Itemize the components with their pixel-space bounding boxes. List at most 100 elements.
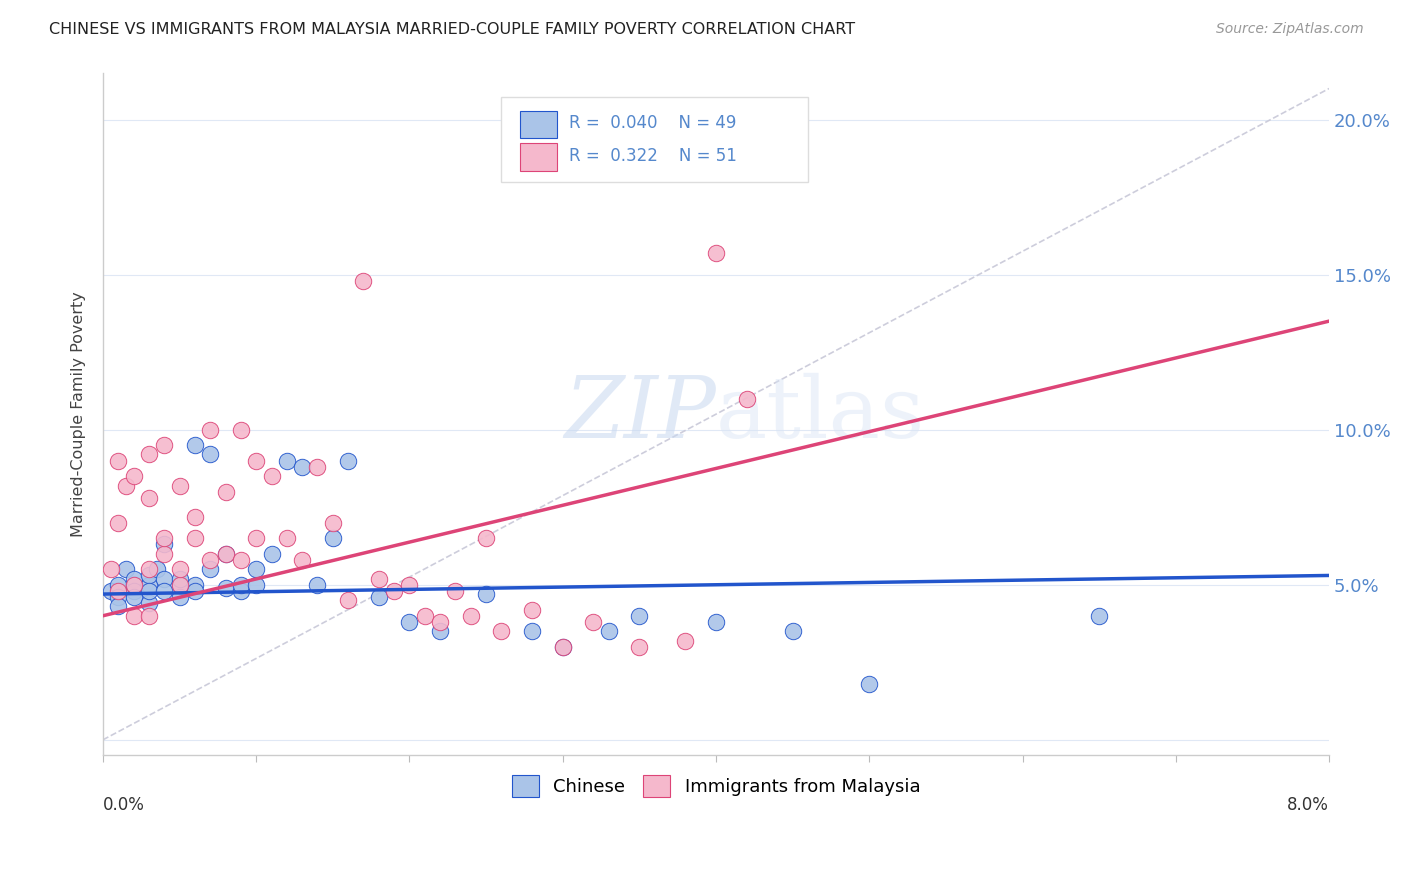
Text: Source: ZipAtlas.com: Source: ZipAtlas.com — [1216, 22, 1364, 37]
Point — [214, 547, 236, 561]
Point — [382, 584, 405, 599]
Point — [291, 553, 314, 567]
Text: ZIP: ZIP — [564, 373, 716, 456]
Point — [184, 584, 207, 599]
Point — [291, 459, 314, 474]
Text: R =  0.040    N = 49: R = 0.040 N = 49 — [569, 114, 737, 132]
Point — [858, 677, 880, 691]
Point — [122, 608, 145, 623]
Point — [184, 531, 207, 545]
Text: R =  0.322    N = 51: R = 0.322 N = 51 — [569, 146, 737, 164]
Point — [260, 469, 283, 483]
Point — [245, 453, 267, 467]
Point — [260, 547, 283, 561]
Point — [153, 572, 176, 586]
Point — [200, 562, 222, 576]
Bar — [520, 144, 557, 170]
Point — [100, 584, 122, 599]
Point — [229, 423, 252, 437]
Point — [122, 469, 145, 483]
Text: 8.0%: 8.0% — [1288, 797, 1329, 814]
Point — [475, 587, 498, 601]
Point — [367, 572, 389, 586]
Point — [229, 584, 252, 599]
Point — [138, 568, 160, 582]
Point — [200, 448, 222, 462]
Point — [107, 599, 129, 614]
Point — [153, 537, 176, 551]
Point — [138, 608, 160, 623]
Point — [138, 491, 160, 505]
Point — [245, 531, 267, 545]
Point — [1088, 608, 1111, 623]
Point — [122, 590, 145, 604]
Point — [735, 392, 758, 406]
Point — [229, 578, 252, 592]
Point — [337, 453, 360, 467]
Point — [229, 553, 252, 567]
Point — [107, 516, 129, 530]
Text: atlas: atlas — [716, 373, 925, 456]
Text: 0.0%: 0.0% — [103, 797, 145, 814]
Point — [122, 578, 145, 592]
Point — [491, 624, 513, 639]
Point — [398, 578, 420, 592]
Point — [153, 584, 176, 599]
Point — [520, 602, 543, 616]
Point — [551, 640, 574, 654]
Point — [169, 578, 191, 592]
Point — [153, 547, 176, 561]
Point — [322, 531, 344, 545]
Point — [214, 484, 236, 499]
Point — [673, 633, 696, 648]
Point — [138, 578, 160, 592]
Point — [367, 590, 389, 604]
Point — [184, 509, 207, 524]
Point — [245, 562, 267, 576]
Y-axis label: Married-Couple Family Poverty: Married-Couple Family Poverty — [72, 292, 86, 537]
Point — [322, 516, 344, 530]
Point — [398, 615, 420, 629]
Point — [307, 459, 329, 474]
Legend: Chinese, Immigrants from Malaysia: Chinese, Immigrants from Malaysia — [505, 768, 928, 805]
Point — [100, 562, 122, 576]
Point — [628, 640, 651, 654]
Point — [520, 624, 543, 639]
Point — [169, 590, 191, 604]
Point — [307, 578, 329, 592]
Point — [184, 578, 207, 592]
Point — [169, 562, 191, 576]
Point — [138, 584, 160, 599]
Point — [214, 547, 236, 561]
Point — [444, 584, 467, 599]
Point — [107, 590, 129, 604]
Point — [138, 448, 160, 462]
Point — [582, 615, 605, 629]
Point — [413, 608, 436, 623]
Point — [276, 531, 298, 545]
Point — [200, 553, 222, 567]
Point — [276, 453, 298, 467]
Point — [115, 478, 138, 492]
Point — [184, 438, 207, 452]
Point — [138, 596, 160, 610]
Point — [107, 584, 129, 599]
Point — [122, 572, 145, 586]
Point — [628, 608, 651, 623]
Point — [598, 624, 620, 639]
Point — [704, 615, 727, 629]
Point — [460, 608, 482, 623]
Point — [245, 578, 267, 592]
Point — [115, 562, 138, 576]
Point — [169, 572, 191, 586]
Point — [122, 584, 145, 599]
Point — [200, 423, 222, 437]
Point — [107, 578, 129, 592]
Point — [145, 562, 167, 576]
Point — [138, 562, 160, 576]
Point — [107, 453, 129, 467]
Point — [153, 531, 176, 545]
Point — [169, 578, 191, 592]
Point — [475, 531, 498, 545]
Point — [429, 615, 451, 629]
